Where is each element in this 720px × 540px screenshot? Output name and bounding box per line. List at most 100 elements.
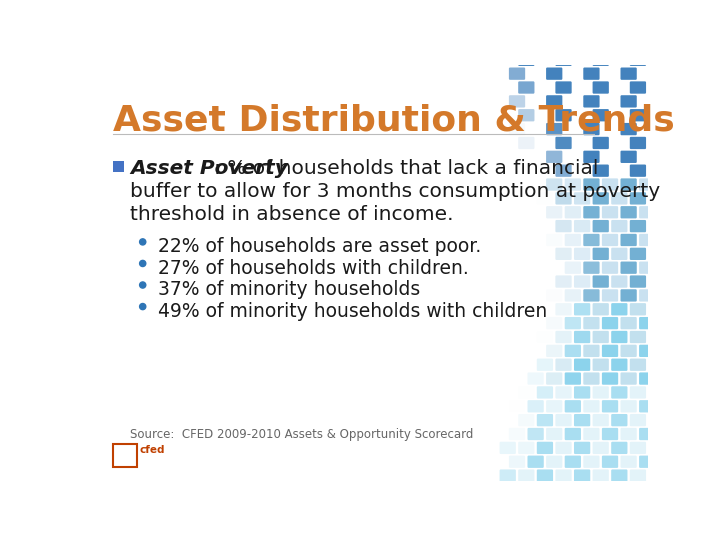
FancyBboxPatch shape — [593, 53, 609, 66]
FancyBboxPatch shape — [611, 137, 627, 149]
FancyBboxPatch shape — [564, 373, 581, 384]
FancyBboxPatch shape — [555, 53, 572, 66]
FancyBboxPatch shape — [574, 53, 590, 66]
Text: buffer to allow for 3 months consumption at poverty: buffer to allow for 3 months consumption… — [130, 182, 660, 201]
FancyBboxPatch shape — [630, 53, 646, 66]
FancyBboxPatch shape — [639, 68, 655, 80]
FancyBboxPatch shape — [630, 109, 646, 122]
Circle shape — [140, 260, 145, 267]
FancyBboxPatch shape — [546, 40, 562, 52]
FancyBboxPatch shape — [602, 206, 618, 218]
FancyBboxPatch shape — [509, 456, 525, 468]
Text: 49% of minority households with children: 49% of minority households with children — [158, 302, 547, 321]
FancyBboxPatch shape — [602, 428, 618, 440]
FancyBboxPatch shape — [630, 137, 646, 149]
FancyBboxPatch shape — [528, 428, 544, 440]
FancyBboxPatch shape — [546, 95, 562, 107]
FancyBboxPatch shape — [611, 165, 627, 177]
FancyBboxPatch shape — [621, 178, 636, 191]
FancyBboxPatch shape — [546, 345, 562, 357]
FancyBboxPatch shape — [564, 40, 581, 52]
FancyBboxPatch shape — [593, 303, 609, 315]
FancyBboxPatch shape — [602, 373, 618, 384]
FancyBboxPatch shape — [583, 123, 600, 135]
FancyBboxPatch shape — [574, 165, 590, 177]
FancyBboxPatch shape — [564, 289, 581, 301]
FancyBboxPatch shape — [555, 469, 572, 482]
FancyBboxPatch shape — [583, 345, 600, 357]
FancyBboxPatch shape — [602, 234, 618, 246]
FancyBboxPatch shape — [583, 456, 600, 468]
FancyBboxPatch shape — [500, 442, 516, 454]
FancyBboxPatch shape — [583, 317, 600, 329]
FancyBboxPatch shape — [574, 414, 590, 426]
FancyBboxPatch shape — [611, 275, 627, 288]
FancyBboxPatch shape — [621, 95, 636, 107]
FancyBboxPatch shape — [639, 400, 655, 413]
FancyBboxPatch shape — [564, 428, 581, 440]
FancyBboxPatch shape — [602, 456, 618, 468]
FancyBboxPatch shape — [621, 373, 636, 384]
FancyBboxPatch shape — [602, 40, 618, 52]
FancyBboxPatch shape — [583, 289, 600, 301]
FancyBboxPatch shape — [630, 165, 646, 177]
FancyBboxPatch shape — [593, 359, 609, 371]
FancyBboxPatch shape — [611, 220, 627, 232]
FancyBboxPatch shape — [537, 165, 553, 177]
FancyBboxPatch shape — [528, 95, 544, 107]
Circle shape — [140, 303, 145, 309]
FancyBboxPatch shape — [630, 82, 646, 93]
FancyBboxPatch shape — [528, 400, 544, 413]
Text: 22% of households are asset poor.: 22% of households are asset poor. — [158, 237, 482, 256]
FancyBboxPatch shape — [611, 53, 627, 66]
FancyBboxPatch shape — [611, 192, 627, 205]
FancyBboxPatch shape — [639, 456, 655, 468]
FancyBboxPatch shape — [537, 442, 553, 454]
FancyBboxPatch shape — [528, 373, 544, 384]
FancyBboxPatch shape — [593, 192, 609, 205]
FancyBboxPatch shape — [602, 68, 618, 80]
FancyBboxPatch shape — [630, 220, 646, 232]
FancyBboxPatch shape — [639, 178, 655, 191]
FancyBboxPatch shape — [602, 289, 618, 301]
FancyBboxPatch shape — [639, 151, 655, 163]
FancyBboxPatch shape — [574, 248, 590, 260]
FancyBboxPatch shape — [611, 248, 627, 260]
FancyBboxPatch shape — [518, 109, 534, 122]
FancyBboxPatch shape — [574, 109, 590, 122]
FancyBboxPatch shape — [630, 469, 646, 482]
FancyBboxPatch shape — [593, 109, 609, 122]
FancyBboxPatch shape — [583, 261, 600, 274]
FancyBboxPatch shape — [509, 428, 525, 440]
Text: Source:  CFED 2009-2010 Assets & Opportunity Scorecard: Source: CFED 2009-2010 Assets & Opportun… — [130, 428, 474, 441]
FancyBboxPatch shape — [564, 95, 581, 107]
FancyBboxPatch shape — [555, 109, 572, 122]
FancyBboxPatch shape — [546, 151, 562, 163]
FancyBboxPatch shape — [564, 68, 581, 80]
FancyBboxPatch shape — [555, 248, 572, 260]
FancyBboxPatch shape — [564, 151, 581, 163]
FancyBboxPatch shape — [518, 442, 534, 454]
FancyBboxPatch shape — [602, 123, 618, 135]
FancyBboxPatch shape — [555, 275, 572, 288]
FancyBboxPatch shape — [555, 386, 572, 399]
FancyBboxPatch shape — [564, 178, 581, 191]
FancyBboxPatch shape — [518, 53, 534, 66]
FancyBboxPatch shape — [583, 428, 600, 440]
FancyBboxPatch shape — [630, 303, 646, 315]
FancyBboxPatch shape — [574, 220, 590, 232]
Text: 37% of minority households: 37% of minority households — [158, 280, 420, 299]
FancyBboxPatch shape — [555, 165, 572, 177]
FancyBboxPatch shape — [639, 428, 655, 440]
FancyBboxPatch shape — [611, 109, 627, 122]
FancyBboxPatch shape — [564, 345, 581, 357]
FancyBboxPatch shape — [602, 345, 618, 357]
FancyBboxPatch shape — [528, 40, 544, 52]
FancyBboxPatch shape — [555, 359, 572, 371]
FancyBboxPatch shape — [583, 40, 600, 52]
FancyBboxPatch shape — [602, 151, 618, 163]
FancyBboxPatch shape — [621, 400, 636, 413]
FancyBboxPatch shape — [518, 414, 534, 426]
FancyBboxPatch shape — [621, 428, 636, 440]
FancyBboxPatch shape — [621, 40, 636, 52]
